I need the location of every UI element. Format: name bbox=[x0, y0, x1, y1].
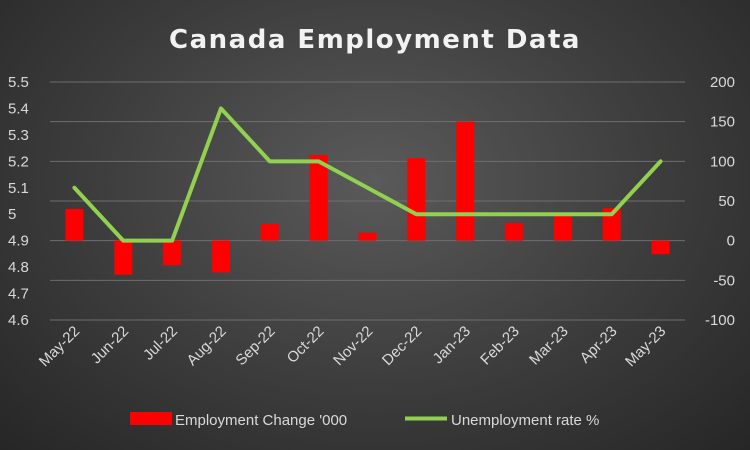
y2-tick-label: -50 bbox=[713, 272, 735, 289]
x-tick-label: Jun-22 bbox=[88, 323, 132, 367]
bar bbox=[456, 121, 475, 241]
y-tick-label: 5.2 bbox=[8, 153, 29, 170]
x-axis: May-22 Jun-22 Jul-22 Aug-22 Sep-22 Oct-22 Nov-… bbox=[36, 323, 670, 370]
bar bbox=[505, 223, 524, 241]
y-tick-label: 5.5 bbox=[8, 74, 29, 91]
y-tick-label: 5.3 bbox=[8, 127, 29, 144]
bar bbox=[602, 208, 621, 241]
y-tick-label: 4.7 bbox=[8, 286, 29, 303]
x-tick-label: Feb-23 bbox=[477, 323, 523, 369]
bar bbox=[358, 232, 377, 241]
bar bbox=[65, 208, 84, 241]
x-tick-label: Dec-22 bbox=[379, 323, 425, 369]
legend-label-line: Unemployment rate % bbox=[451, 412, 599, 429]
x-tick-label: Sep-22 bbox=[232, 323, 278, 369]
y-tick-label: 5.1 bbox=[8, 180, 29, 197]
x-tick-label: Jan-23 bbox=[430, 323, 474, 367]
y-tick-label: 4.8 bbox=[8, 259, 29, 276]
line-series bbox=[72, 106, 663, 243]
y2-tick-label: -100 bbox=[705, 312, 735, 329]
x-tick-label: Oct-22 bbox=[284, 323, 328, 367]
y2-tick-label: 50 bbox=[718, 193, 735, 210]
y2-tick-label: 0 bbox=[727, 233, 735, 250]
y2-tick-label: 150 bbox=[710, 114, 735, 131]
bar bbox=[260, 224, 279, 241]
y-tick-label: 5.4 bbox=[8, 100, 29, 117]
y-tick-label: 4.6 bbox=[8, 312, 29, 329]
bar bbox=[651, 240, 670, 255]
secondary-y-axis: -100 -50 0 50 100 150 200 bbox=[705, 74, 735, 329]
primary-y-axis: 4.6 4.7 4.8 4.9 5 5.1 5.2 5.3 5.4 5.5 bbox=[8, 74, 29, 329]
y-tick-label: 5 bbox=[8, 206, 16, 223]
x-tick-label: Mar-23 bbox=[526, 323, 572, 369]
gridlines bbox=[50, 81, 685, 321]
y2-tick-label: 100 bbox=[710, 153, 735, 170]
x-tick-label: Nov-22 bbox=[330, 323, 376, 369]
legend: Employment Change '000 Unemployment rate… bbox=[130, 412, 599, 429]
legend-swatch-bar bbox=[130, 412, 172, 425]
x-tick-label: Apr-23 bbox=[577, 323, 621, 367]
y2-tick-label: 200 bbox=[710, 74, 735, 91]
chart-title: Canada Employment Data bbox=[169, 25, 581, 55]
x-tick-label: May-22 bbox=[36, 323, 83, 370]
bar bbox=[553, 212, 572, 241]
bar bbox=[163, 240, 182, 266]
x-tick-label: May-23 bbox=[622, 323, 669, 370]
bar bbox=[114, 240, 133, 275]
line-path bbox=[72, 106, 663, 243]
legend-label-bar: Employment Change '000 bbox=[175, 412, 347, 429]
bar bbox=[407, 158, 426, 241]
x-tick-label: Jul-22 bbox=[140, 323, 181, 364]
x-tick-label: Aug-22 bbox=[184, 323, 230, 369]
bar-series bbox=[65, 121, 670, 275]
y-tick-label: 4.9 bbox=[8, 233, 29, 250]
bar bbox=[211, 240, 230, 273]
bar bbox=[309, 154, 328, 241]
